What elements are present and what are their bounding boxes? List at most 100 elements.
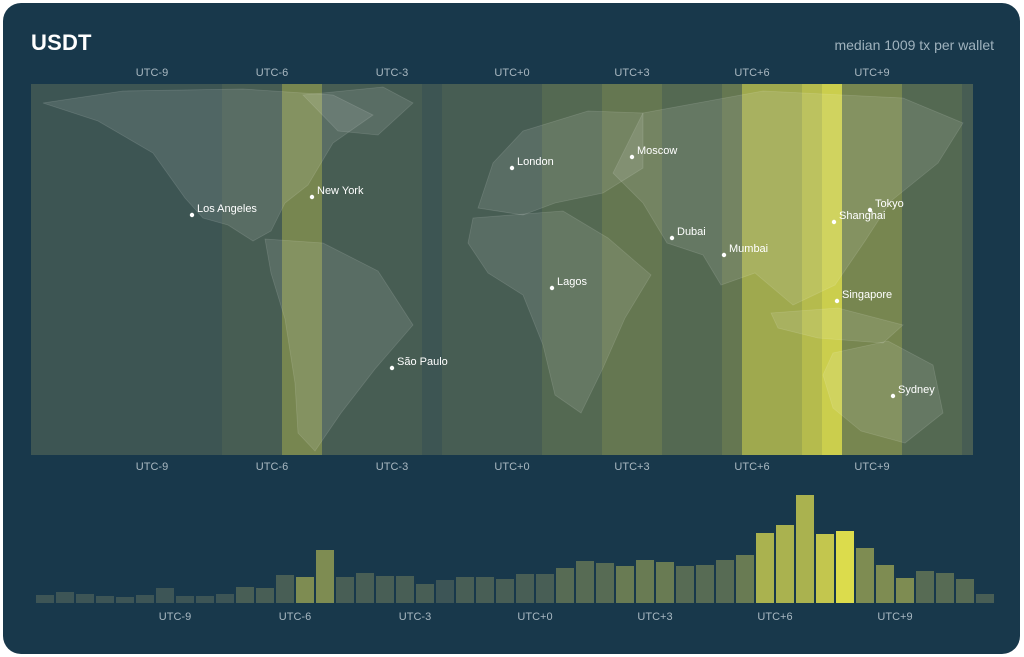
timezone-band <box>722 84 742 455</box>
timezone-band <box>322 84 342 455</box>
histogram-bar <box>296 577 314 603</box>
histogram-bar <box>536 574 554 603</box>
histogram-bar <box>456 577 474 603</box>
histogram-bar <box>56 592 74 603</box>
histogram-bar <box>36 595 54 603</box>
greenland-shape <box>302 86 414 136</box>
histogram-bar <box>476 577 494 603</box>
timezone-band <box>222 84 242 455</box>
tick-label: UTC+9 <box>854 67 889 79</box>
histogram-bar <box>956 579 974 603</box>
city-label: New York <box>317 185 364 197</box>
histogram-bar <box>896 578 914 603</box>
city-dot <box>309 194 315 200</box>
city-dot <box>831 219 837 225</box>
tick-label: UTC+9 <box>877 611 912 623</box>
timezone-band <box>582 84 602 455</box>
city-marker: New York <box>309 185 364 200</box>
histogram-bar <box>876 565 894 603</box>
timezone-band <box>602 84 622 455</box>
tick-label: UTC+6 <box>734 67 769 79</box>
histogram-bar <box>156 588 174 603</box>
city-marker: Dubai <box>669 226 706 241</box>
histogram-bar <box>596 563 614 603</box>
city-dot <box>389 365 395 371</box>
city-dot <box>890 393 896 399</box>
histogram-bar <box>736 555 754 603</box>
histogram-bar <box>556 568 574 603</box>
timezone-band <box>102 84 122 455</box>
timezone-band <box>942 84 962 455</box>
timezone-band <box>922 84 942 455</box>
city-marker: Singapore <box>834 289 892 304</box>
histogram-bar <box>616 566 634 603</box>
histogram-bar <box>936 573 954 603</box>
histogram-bar <box>516 574 534 603</box>
north-america-shape <box>42 88 374 242</box>
chart-title: USDT <box>31 30 92 55</box>
city-marker: Mumbai <box>721 243 768 258</box>
timezone-band <box>302 84 322 455</box>
histogram-bar <box>76 594 94 603</box>
histogram-bar <box>636 560 654 603</box>
histogram-bar <box>196 596 214 603</box>
timezone-band <box>642 84 662 455</box>
tick-label: UTC+0 <box>517 611 552 623</box>
tick-label: UTC+9 <box>854 461 889 473</box>
histogram-bar <box>116 597 134 603</box>
chart-subtitle: median 1009 tx per wallet <box>834 37 994 53</box>
timezone-band <box>542 84 562 455</box>
city-marker: London <box>509 156 554 171</box>
timezone-band <box>462 84 482 455</box>
city-marker: Shanghai <box>831 210 886 225</box>
timezone-band <box>62 84 82 455</box>
timezone-bands <box>31 84 973 455</box>
city-dot <box>629 154 635 160</box>
timezone-band <box>862 84 882 455</box>
city-dot <box>721 252 727 258</box>
city-label: Tokyo <box>875 198 904 210</box>
timezone-band <box>122 84 142 455</box>
histogram-bar <box>136 595 154 603</box>
timezone-band <box>362 84 382 455</box>
tick-label: UTC-3 <box>376 461 408 473</box>
city-dot <box>669 235 675 241</box>
histogram-bar <box>436 580 454 603</box>
tick-label: UTC+0 <box>494 461 529 473</box>
city-marker: Moscow <box>629 145 677 160</box>
timezone-band <box>422 84 442 455</box>
city-marker: Lagos <box>549 276 587 291</box>
timezone-band <box>742 84 762 455</box>
city-label: Lagos <box>557 276 587 288</box>
continents <box>42 86 964 452</box>
histogram-bar <box>176 596 194 603</box>
map-top-axis: UTC-9 UTC-6 UTC-3 UTC+0 UTC+3 UTC+6 UTC+9 <box>136 67 890 79</box>
timezone-band <box>502 84 522 455</box>
tick-label: UTC-9 <box>136 67 168 79</box>
histogram-bar <box>216 594 234 603</box>
timezone-band <box>282 84 302 455</box>
city-label: Mumbai <box>729 243 768 255</box>
timezone-band <box>442 84 462 455</box>
australia-shape <box>822 340 944 444</box>
timezone-band <box>622 84 642 455</box>
histogram-axis: UTC-9 UTC-6 UTC-3 UTC+0 UTC+3 UTC+6 UTC+9 <box>159 611 913 623</box>
timezone-band <box>822 84 842 455</box>
histogram-bar <box>716 560 734 603</box>
timezone-band <box>142 84 162 455</box>
timezone-band <box>162 84 182 455</box>
city-dot <box>867 207 873 213</box>
tick-label: UTC+6 <box>757 611 792 623</box>
city-markers: Los Angeles New York São Paulo London Lagos M… <box>189 145 935 399</box>
tick-label: UTC-6 <box>279 611 311 623</box>
histogram-bar <box>656 562 674 603</box>
city-dot <box>549 285 555 291</box>
timezone-band <box>42 84 62 455</box>
south-america-shape <box>264 238 414 452</box>
city-dot <box>834 298 840 304</box>
histogram-bar <box>776 525 794 603</box>
tick-label: UTC-9 <box>136 461 168 473</box>
city-label: Sydney <box>898 384 935 396</box>
timezone-band <box>882 84 902 455</box>
europe-shape <box>477 110 644 216</box>
